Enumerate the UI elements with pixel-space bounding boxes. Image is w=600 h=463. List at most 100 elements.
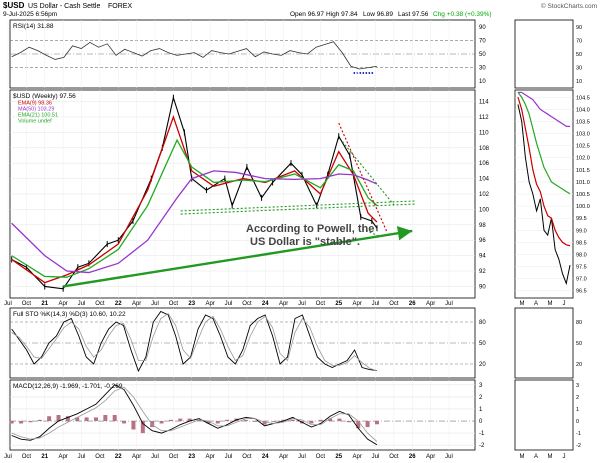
zoom-macd-tick-label: -1 — [576, 431, 581, 437]
rsi-grid: 10 30 50 70 90 — [7, 20, 486, 88]
macd-histogram-bar — [365, 421, 370, 428]
zoom-rsi-tick-label: 30 — [576, 66, 582, 72]
macd-histogram-bar — [262, 421, 267, 425]
trendline-arrow — [62, 226, 413, 288]
macd-histogram-bar — [318, 419, 323, 422]
zoom-macd-tick-label: 1 — [576, 407, 579, 413]
macd-histogram-bar — [328, 418, 333, 422]
x-tick-label: 24 — [262, 301, 269, 307]
zoom-price-tick-label: 99.5 — [576, 216, 587, 222]
trendline-dotted — [180, 203, 416, 215]
sto-panel: 20 50 80 Full STO %K(14,3) %D(3) 10.60, 10… — [7, 307, 486, 379]
sto-title: Full STO %K(14,3) %D(3) 10.60, 10.22 — [13, 311, 126, 318]
rsi-series-line — [11, 41, 378, 70]
rsi-panel: 10 30 50 70 90 RSI(14) 31.88 — [7, 19, 486, 89]
zoom-rsi-panel: 10 30 50 70 90 — [514, 19, 582, 89]
x-tick-label: Oct — [95, 301, 105, 307]
zoom-price-tick-label: 99.0 — [576, 228, 587, 234]
zoom-price-tick-label: 102.5 — [576, 144, 590, 150]
macd-histogram-bar — [28, 421, 33, 423]
macd-histogram-bar — [309, 421, 314, 424]
sto-tick-label: 80 — [479, 320, 486, 326]
price-tick-label: 102 — [479, 192, 490, 198]
macd-histogram-bar — [215, 421, 220, 424]
macd-tick-label: 1 — [479, 407, 483, 413]
x-tick-label: 25 — [335, 301, 342, 307]
zoom-price-tick-label: 101.0 — [576, 180, 590, 186]
x-tick-label-bottom: Oct — [169, 454, 179, 460]
x-tick-label-bottom: 26 — [409, 454, 416, 460]
macd-histogram-bar — [346, 421, 351, 423]
x-tick-label: 21 — [41, 301, 48, 307]
header-symbol: $USD — [3, 1, 25, 10]
x-tick-label-bottom: Apr — [279, 454, 288, 460]
macd-histogram-bar — [197, 419, 202, 422]
macd-histogram-bar — [84, 417, 89, 422]
price-tick-label: 90 — [479, 284, 486, 290]
sto-tick-label: 50 — [479, 341, 486, 347]
macd-histogram-bar — [37, 419, 42, 422]
quote-last: Last 97.56 — [398, 11, 429, 18]
macd-histogram-bar — [140, 421, 145, 434]
macd-histogram-bar — [122, 421, 127, 424]
x-tick-label: Jul — [298, 301, 306, 307]
zoom-price-tick-label: 103.5 — [576, 119, 590, 125]
x-tick-label-bottom: Oct — [389, 454, 399, 460]
macd-histogram-bar — [9, 421, 14, 424]
price-tick-label: 96 — [479, 238, 486, 244]
zoom-price-tick-label: 101.5 — [576, 168, 590, 174]
annotation-line-2: US Dollar is "stable". — [250, 236, 360, 248]
macd-histogram-bar — [356, 421, 361, 429]
x-tick-label: Apr — [132, 301, 141, 307]
macd-signal-line — [11, 386, 378, 442]
macd-histogram-bar — [290, 419, 295, 422]
x-tick-label-bottom: Oct — [242, 454, 252, 460]
zoom-price-tick-label: 98.5 — [576, 240, 587, 246]
price-tick-label: 106 — [479, 161, 490, 167]
zoom-series-ema-9- — [517, 97, 571, 247]
zoom-macd-tick-label: 3 — [576, 383, 579, 389]
x-tick-label-bottom: Jul — [4, 454, 12, 460]
x-tick-label: Oct — [389, 301, 399, 307]
macd-histogram-bar — [75, 417, 80, 422]
header-name: US Dollar - Cash Settle — [28, 3, 100, 10]
macd-histogram — [9, 415, 379, 434]
x-tick-label-bottom: 22 — [115, 454, 122, 460]
x-tick-label: Oct — [316, 301, 326, 307]
macd-histogram-bar — [93, 417, 98, 422]
price-tick-label: 92 — [479, 269, 486, 275]
zoom-x-tick-label-bottom: J — [563, 454, 566, 460]
legend-ma50: MA(50) 103.29 — [18, 107, 54, 113]
rsi-tick-label: 50 — [479, 52, 486, 58]
price-tick-label: 100 — [479, 207, 490, 213]
quote-high: High 97.84 — [326, 11, 358, 18]
zoom-macd-tick-label: -2 — [576, 443, 581, 449]
x-tick-label-bottom: 21 — [41, 454, 48, 460]
zoom-price-tick-label: 104.5 — [576, 95, 590, 101]
x-tick-label-bottom: 23 — [188, 454, 195, 460]
macd-histogram-bar — [178, 418, 183, 422]
macd-histogram-bar — [374, 421, 379, 425]
x-tick-label: Jul — [4, 301, 12, 307]
zoom-sto-panel: 20 50 80 — [514, 307, 582, 379]
macd-histogram-bar — [112, 415, 117, 422]
zoom-rsi-grid: 10 30 50 70 90 — [576, 25, 582, 85]
x-tick-label: Apr — [426, 301, 435, 307]
zoom-price-lines — [517, 91, 571, 286]
macd-tick-label: -1 — [479, 431, 485, 437]
x-tick-label: Apr — [279, 301, 288, 307]
zoom-x-tick-label-bottom: M — [520, 454, 525, 460]
zoom-rsi-tick-label: 70 — [576, 38, 582, 44]
zoom-price-tick-label: 102.0 — [576, 156, 590, 162]
x-tick-label: Oct — [242, 301, 252, 307]
macd-grid: -2 -1 0 1 2 3 — [7, 380, 485, 450]
price-tick-label: 112 — [479, 115, 489, 121]
legend-ema21: EMA(21) 100.51 — [18, 113, 58, 119]
macd-panel: -2 -1 0 1 2 3 MACD(12,26,9) -1.969, -1.701, -… — [7, 379, 485, 451]
zoom-x-tick-label: M — [520, 301, 525, 307]
x-tick-label-bottom: Apr — [132, 454, 141, 460]
zoom-price-tick-label: 96.5 — [576, 289, 587, 295]
x-tick-label: Apr — [352, 301, 361, 307]
x-tick-label: Jul — [445, 301, 453, 307]
x-tick-label: Jul — [225, 301, 233, 307]
